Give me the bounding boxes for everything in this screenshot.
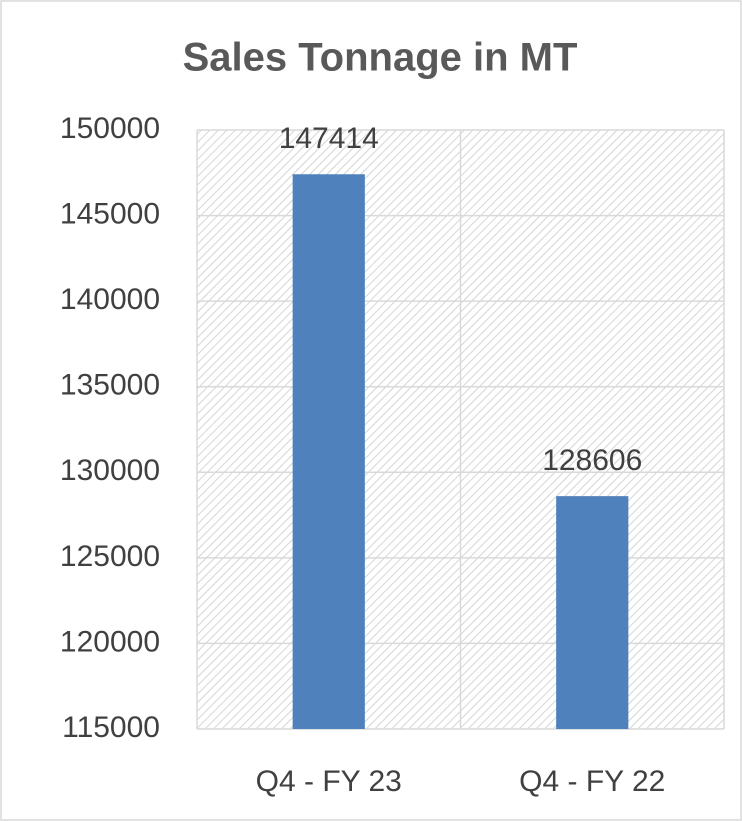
x-tick-label: Q4 - FY 23 (256, 765, 402, 798)
y-tick-label: 120000 (60, 625, 160, 658)
y-tick-label: 115000 (62, 711, 160, 744)
x-tick-label: Q4 - FY 22 (519, 765, 665, 798)
chart-title: Sales Tonnage in MT (183, 36, 578, 80)
y-tick-label: 125000 (60, 540, 160, 573)
data-label: 128606 (542, 444, 642, 477)
y-tick-label: 135000 (60, 369, 160, 402)
y-tick-label: 130000 (60, 454, 160, 487)
y-tick-label: 140000 (60, 283, 160, 316)
bar (292, 174, 365, 729)
y-tick-label: 150000 (60, 112, 160, 145)
data-label: 147414 (279, 122, 379, 155)
y-tick-label: 145000 (60, 197, 160, 230)
bar (556, 496, 629, 729)
